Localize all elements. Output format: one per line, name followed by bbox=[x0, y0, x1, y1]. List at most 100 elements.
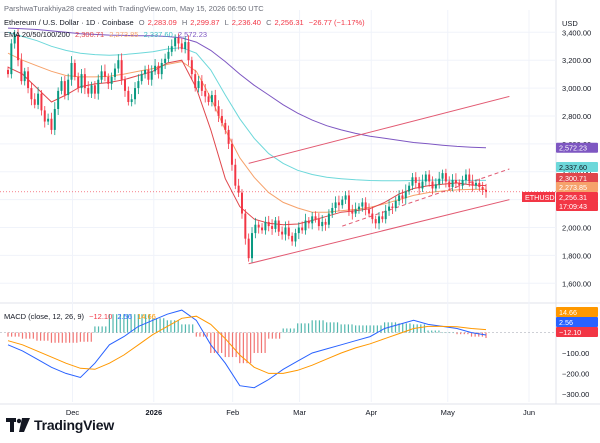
candle-body bbox=[274, 220, 277, 229]
macd-histogram-bar bbox=[474, 332, 476, 337]
candle-body bbox=[204, 90, 207, 97]
candle-body bbox=[240, 192, 243, 214]
macd-value-tag-v3-bg bbox=[556, 307, 598, 317]
price-tag-1: 2,337.60 bbox=[559, 163, 587, 172]
candle-body bbox=[134, 88, 137, 100]
change-value: −26.77 (−1.17%) bbox=[308, 18, 365, 27]
candle-body bbox=[147, 69, 150, 80]
price-tag-0: 2,572.23 bbox=[559, 144, 587, 153]
macd-histogram-bar bbox=[21, 332, 24, 339]
macd-histogram-bar bbox=[260, 332, 263, 353]
macd-value-tag-v1: −12.10 bbox=[559, 328, 581, 337]
macd-histogram-bar bbox=[119, 314, 121, 333]
candle-body bbox=[451, 180, 454, 188]
macd-legend[interactable]: MACD (close, 12, 26, 9) −12.10 2.56 14.6… bbox=[4, 312, 159, 321]
ethusd-tag-bg bbox=[522, 192, 555, 202]
macd-histogram-bar bbox=[47, 332, 49, 341]
price-tick-label: 2,400.00 bbox=[562, 168, 591, 177]
macd-histogram-bar bbox=[116, 314, 118, 333]
macd-v1: −12.10 bbox=[89, 312, 113, 321]
macd-histogram-bar bbox=[192, 324, 194, 333]
candle-body bbox=[354, 209, 357, 214]
candle-body bbox=[154, 65, 157, 72]
candle-body bbox=[20, 60, 23, 82]
candle-body bbox=[234, 164, 237, 186]
candle-body bbox=[317, 219, 320, 227]
candle-body bbox=[93, 85, 96, 94]
candle-body bbox=[257, 224, 260, 228]
macd-histogram-bar bbox=[434, 330, 436, 333]
candle-body bbox=[17, 35, 20, 61]
candle-body bbox=[481, 187, 484, 190]
macd-histogram-bar bbox=[405, 323, 407, 333]
macd-histogram-bar bbox=[112, 314, 114, 333]
macd-histogram-bar bbox=[242, 332, 244, 364]
candle-body bbox=[140, 74, 143, 82]
candle-body bbox=[264, 221, 267, 231]
macd-histogram-bar bbox=[362, 325, 364, 333]
candle-body bbox=[438, 178, 441, 185]
macd-tick-label: −300.00 bbox=[562, 390, 589, 399]
candle-body bbox=[428, 174, 431, 182]
candle-body bbox=[247, 238, 250, 259]
candle-body bbox=[167, 51, 170, 59]
macd-histogram-bar bbox=[173, 320, 176, 333]
candle-body bbox=[217, 106, 220, 116]
channel-lines bbox=[248, 95, 510, 265]
currency-label: USD bbox=[562, 19, 578, 28]
macd-histogram-bar bbox=[311, 320, 313, 333]
candle-body bbox=[83, 74, 86, 89]
ema-legend[interactable]: EMA 20/50/100/200 2,300.71 2,273.85 2,33… bbox=[4, 30, 210, 39]
symbol-line[interactable]: Ethereum / U.S. Dollar · 1D · Coinbase O… bbox=[4, 18, 368, 27]
candle-body bbox=[110, 76, 113, 84]
close-value: 2,256.31 bbox=[274, 18, 304, 27]
candle-body bbox=[177, 37, 180, 44]
macd-histogram-bar bbox=[210, 332, 212, 353]
candle-body bbox=[53, 108, 56, 130]
ema20-value: 2,300.71 bbox=[74, 30, 105, 39]
candle-body bbox=[214, 95, 217, 107]
candle-body bbox=[421, 181, 424, 189]
macd-histogram-bar bbox=[470, 332, 473, 337]
macd-histogram-bar bbox=[329, 322, 331, 333]
ema50-value: 2,273.85 bbox=[109, 30, 139, 39]
macd-histogram-bar bbox=[445, 332, 447, 334]
candle-body bbox=[294, 233, 297, 242]
candle-body bbox=[311, 216, 314, 224]
ema100-value: 2,337.60 bbox=[143, 30, 173, 39]
low-value: 2,236.40 bbox=[231, 18, 261, 27]
macd-histogram-bar bbox=[307, 323, 310, 333]
candle-body bbox=[70, 62, 73, 80]
macd-histogram-bar bbox=[195, 332, 197, 337]
time-tick-label: Feb bbox=[226, 408, 239, 417]
candle-body bbox=[80, 74, 83, 89]
candle-body bbox=[321, 221, 324, 227]
macd-histogram-bar bbox=[289, 328, 292, 333]
candle-body bbox=[408, 185, 411, 192]
close-label: C bbox=[266, 18, 272, 27]
candle-body bbox=[150, 71, 153, 80]
candle-body bbox=[184, 42, 187, 50]
channel-mid-dashed-line bbox=[342, 168, 510, 227]
macd-histogram-bar bbox=[286, 328, 288, 333]
macd-histogram-bar bbox=[268, 332, 270, 339]
candle-body bbox=[13, 35, 16, 44]
price-labels: 2,572.23 2,337.60 2,300.712,273.85 ETHUSD 2,… bbox=[522, 142, 598, 337]
macd-histogram-bar bbox=[304, 323, 306, 333]
macd-histogram-bar bbox=[105, 326, 107, 333]
macd-histogram-bar bbox=[101, 326, 103, 333]
candle-body bbox=[468, 174, 471, 182]
candle-body bbox=[461, 180, 464, 186]
candle-body bbox=[174, 37, 177, 47]
candle-body bbox=[123, 79, 126, 91]
candle-body bbox=[458, 182, 461, 186]
macd-histogram-bar bbox=[347, 324, 349, 333]
price-tick-label: 3,000.00 bbox=[562, 84, 591, 93]
price-tick-label: 3,200.00 bbox=[562, 56, 591, 65]
candle-body bbox=[210, 95, 213, 103]
macd-histogram-bar bbox=[235, 332, 237, 358]
tradingview-logo[interactable]: TradingView bbox=[6, 417, 114, 433]
macd-histogram-bar bbox=[181, 324, 183, 333]
candle-body bbox=[464, 174, 467, 181]
macd-histogram-bar bbox=[423, 324, 426, 333]
